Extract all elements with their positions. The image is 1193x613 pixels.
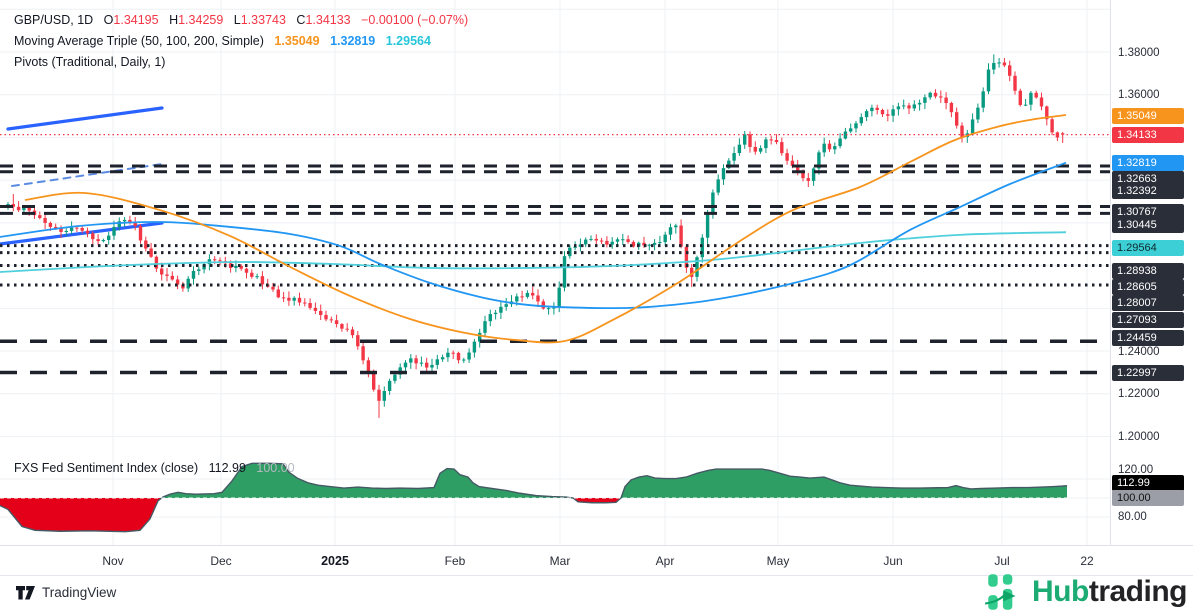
- ma-indicator-label: Moving Average Triple (50, 100, 200, Sim…: [14, 34, 264, 48]
- ma100-value: 1.32819: [330, 34, 376, 48]
- footer-bar: TradingView Hubtrading: [0, 574, 1193, 613]
- price-label-1.28605: 1.28605: [1112, 279, 1184, 295]
- candlestick-chart-canvas[interactable]: [0, 0, 1110, 575]
- price-axis[interactable]: 1.38000 1.36000 1.35049 1.34133 1.32819 1.326…: [1110, 0, 1193, 575]
- price-label-1.32819: 1.32819: [1112, 155, 1184, 171]
- price-label-1.29564: 1.29564: [1112, 240, 1184, 256]
- ma50-value: 1.35049: [274, 34, 320, 48]
- time-label-Feb: Feb: [444, 554, 466, 568]
- time-label-Apr: Apr: [655, 554, 675, 568]
- sentiment-label: FXS Fed Sentiment Index (close): [14, 461, 199, 475]
- price-tick-80.00: 80.00: [1118, 511, 1147, 523]
- symbol-title: GBP/USD, 1D: [14, 13, 94, 27]
- low-value: 1.33743: [240, 13, 286, 27]
- price-label-1.27093: 1.27093: [1112, 312, 1184, 328]
- tradingview-logo-icon: [16, 585, 35, 599]
- price-tick-1.38000: 1.38000: [1118, 47, 1160, 59]
- sentiment-value: 112.99: [208, 461, 246, 475]
- ma-indicator-row: Moving Average Triple (50, 100, 200, Sim…: [14, 33, 468, 54]
- high-value: 1.34259: [178, 13, 224, 27]
- open-label: O: [103, 13, 114, 27]
- price-label-1.34133: 1.34133: [1112, 127, 1184, 143]
- tradingview-attribution[interactable]: TradingView: [16, 585, 116, 600]
- tradingview-label: TradingView: [42, 585, 117, 600]
- time-label-Nov: Nov: [102, 554, 124, 568]
- time-label-Jun: Jun: [883, 554, 903, 568]
- hubtrading-logo: Hubtrading: [984, 570, 1188, 613]
- price-tick-1.24000: 1.24000: [1118, 346, 1160, 358]
- sentiment-prev-value: 100.00: [256, 461, 295, 475]
- price-tick-1.22000: 1.22000: [1118, 388, 1160, 400]
- sentiment-legend[interactable]: FXS Fed Sentiment Index (close) 112.99 1…: [14, 461, 295, 475]
- time-label-2025: 2025: [321, 554, 349, 568]
- close-label: C: [296, 13, 306, 27]
- price-tick-1.20000: 1.20000: [1118, 431, 1160, 443]
- price-label-1.35049: 1.35049: [1112, 108, 1184, 124]
- symbol-row: GBP/USD, 1D O1.34195 H1.34259 L1.33743 C…: [14, 12, 468, 33]
- time-label-May: May: [766, 554, 790, 568]
- price-label-1.28007: 1.28007: [1112, 295, 1184, 311]
- brand-hub: Hub: [1032, 575, 1089, 608]
- time-label-Dec: Dec: [210, 554, 232, 568]
- price-label-1.28938: 1.28938: [1112, 263, 1184, 279]
- open-value: 1.34195: [113, 13, 159, 27]
- price-label-100.00: 100.00: [1112, 490, 1184, 506]
- hubtrading-wordmark: Hubtrading: [1032, 570, 1188, 613]
- ma200-value: 1.29564: [385, 34, 431, 48]
- time-label-22: 22: [1080, 554, 1094, 568]
- time-label-Mar: Mar: [549, 554, 571, 568]
- hubtrading-logo-icon: [985, 574, 1016, 610]
- price-label-112.99: 112.99: [1112, 475, 1184, 491]
- price-label-1.30445: 1.30445: [1112, 217, 1184, 233]
- high-label: H: [169, 13, 179, 27]
- price-label-1.32392: 1.32392: [1112, 183, 1184, 199]
- low-label: L: [233, 13, 241, 27]
- price-tick-120.00: 120.00: [1118, 464, 1154, 476]
- price-label-1.30767: 1.30767: [1112, 204, 1184, 220]
- price-label-1.22997: 1.22997: [1112, 365, 1184, 381]
- price-label-1.24459: 1.24459: [1112, 330, 1184, 346]
- pivots-indicator-row: Pivots (Traditional, Daily, 1): [14, 54, 468, 75]
- chart-legend[interactable]: GBP/USD, 1D O1.34195 H1.34259 L1.33743 C…: [14, 12, 468, 75]
- pivots-indicator-label: Pivots (Traditional, Daily, 1): [14, 55, 166, 69]
- time-label-Jul: Jul: [994, 554, 1010, 568]
- change-value: −0.00100 (−0.07%): [361, 13, 469, 27]
- brand-trading: trading: [1088, 575, 1188, 608]
- price-tick-1.36000: 1.36000: [1118, 89, 1160, 101]
- close-value: 1.34133: [305, 13, 351, 27]
- time-axis[interactable]: Nov Dec 2025 Feb Mar Apr May Jun Jul 22: [0, 545, 1193, 576]
